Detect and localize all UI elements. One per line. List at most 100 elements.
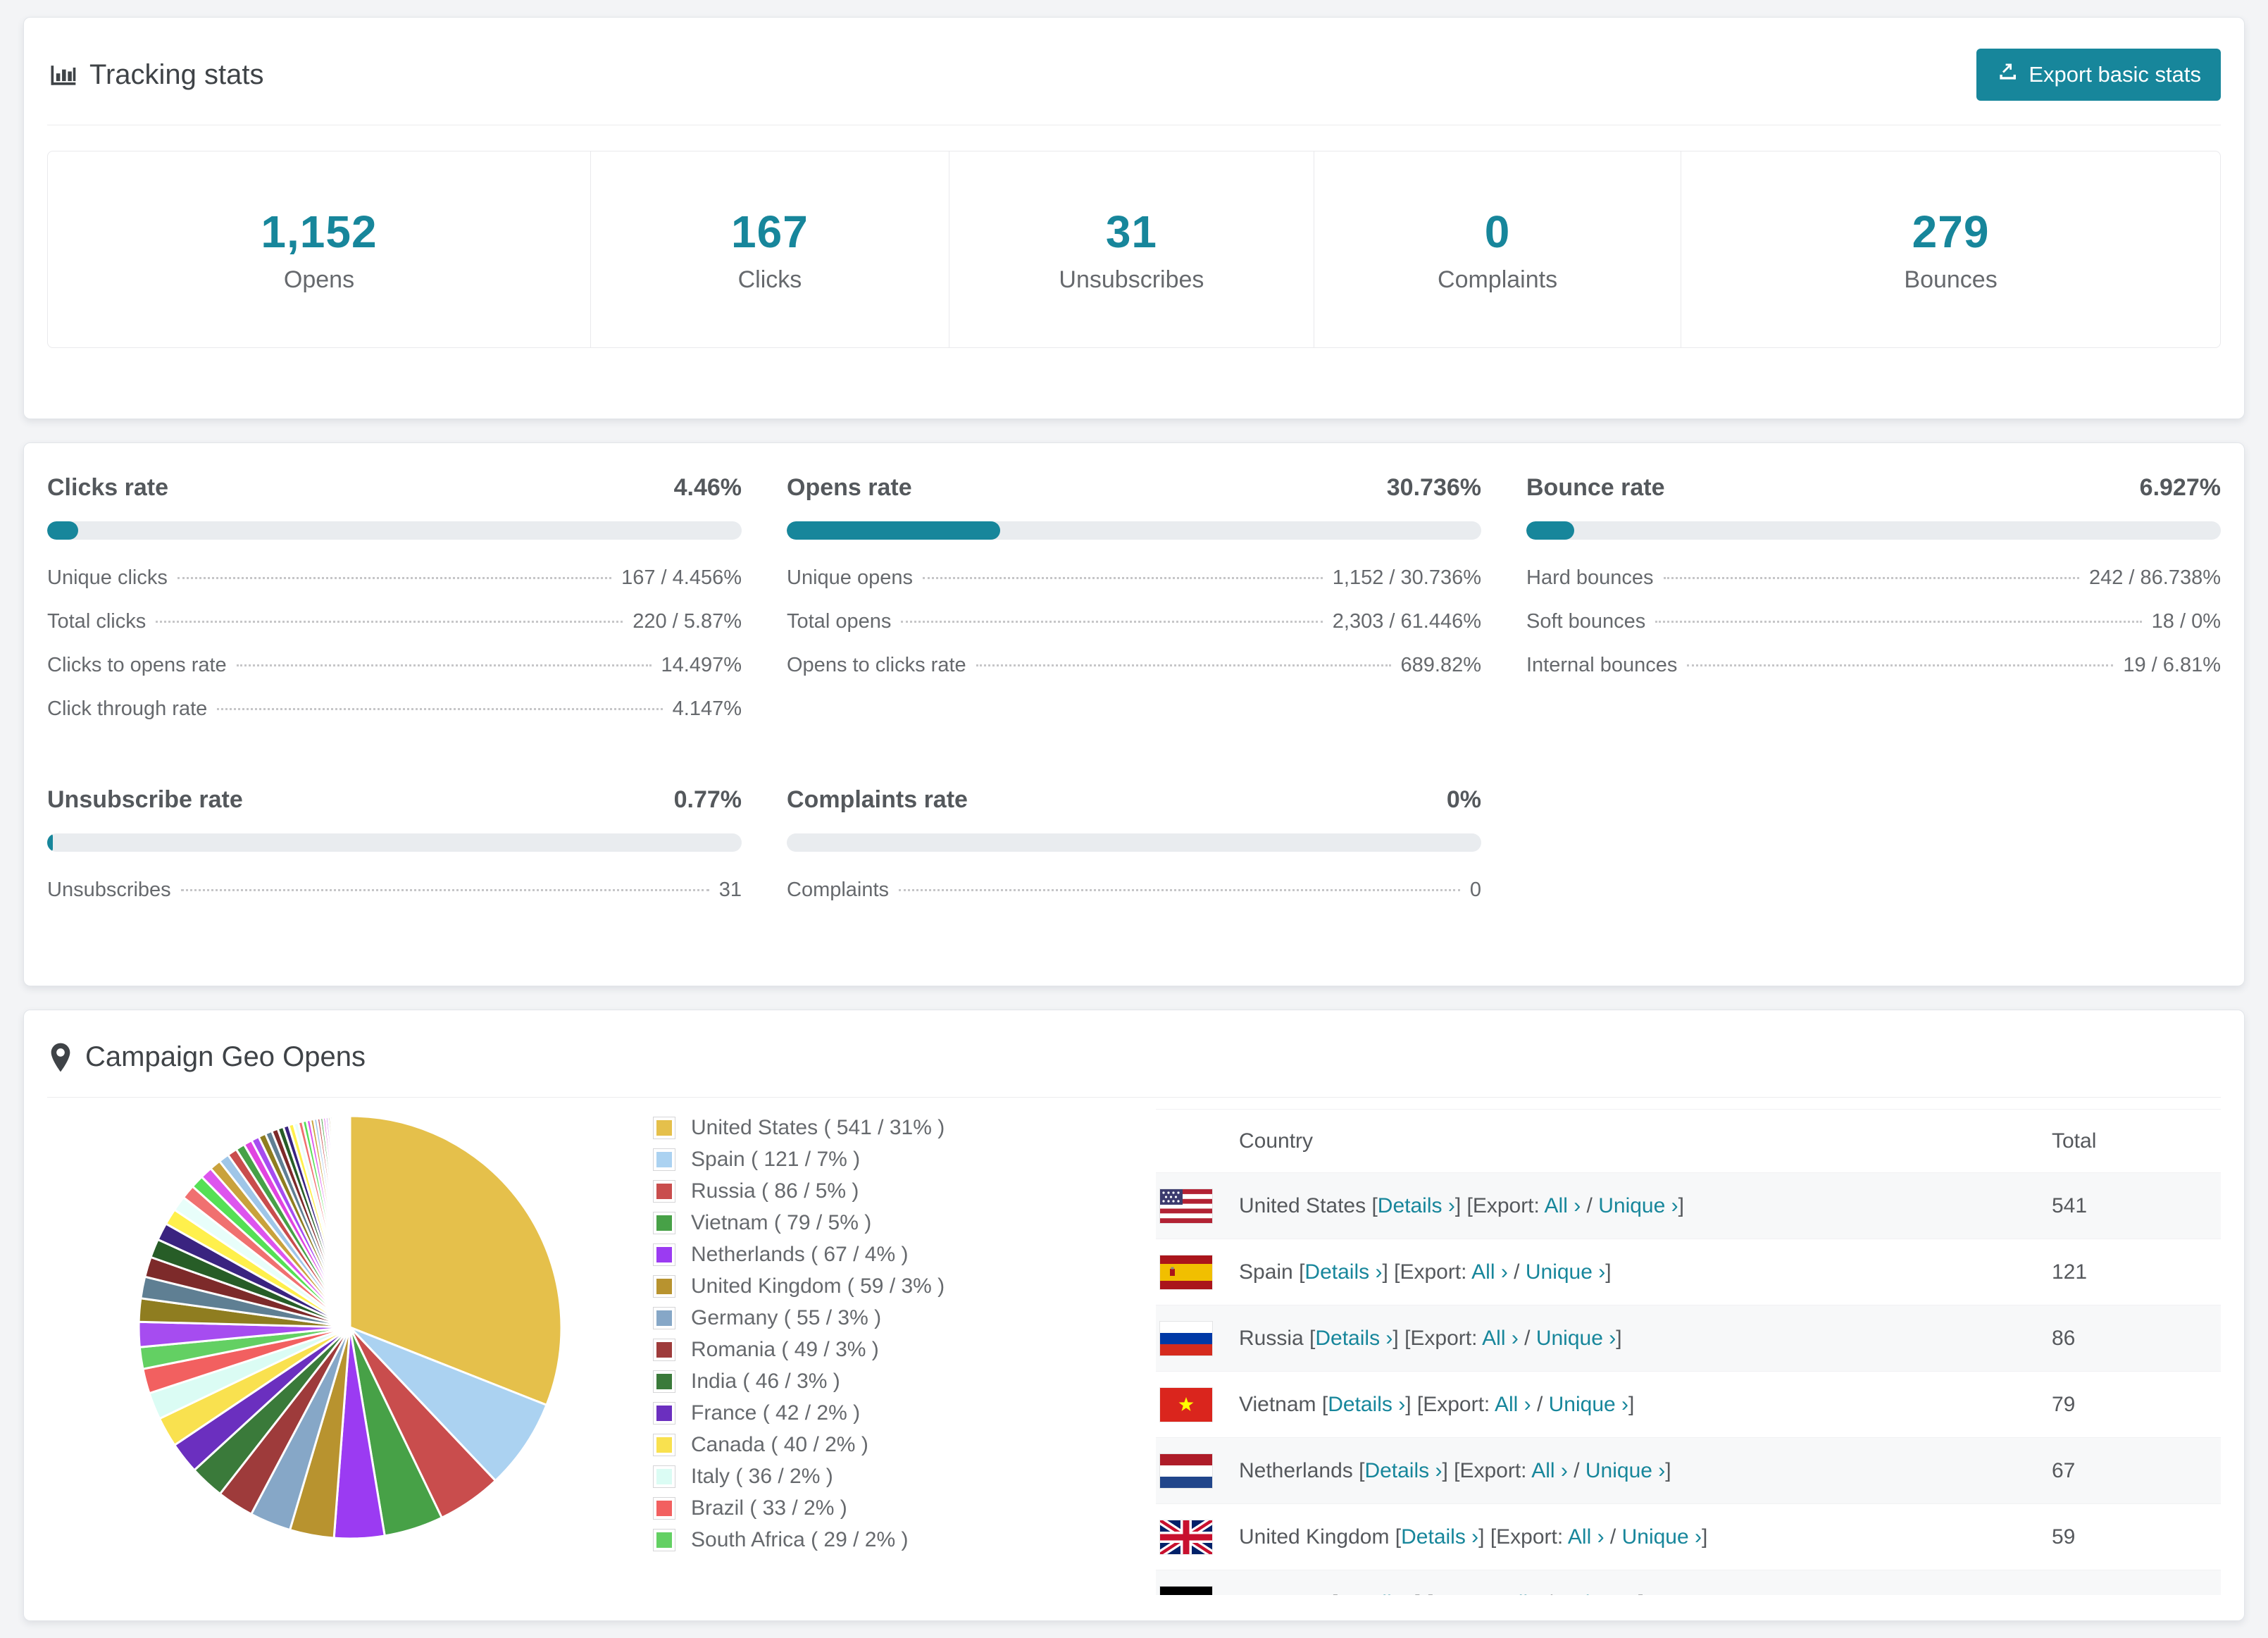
total-cell: 55	[2052, 1570, 2221, 1596]
details-link[interactable]: Details ›	[1401, 1525, 1479, 1549]
details-link[interactable]: Details ›	[1328, 1392, 1406, 1416]
legend-label: India ( 46 / 3% )	[691, 1370, 840, 1393]
rate-stat-value: 19 / 6.81%	[2123, 654, 2221, 676]
rate-title: Bounce rate	[1526, 474, 1665, 501]
dotted-leader	[1655, 621, 2142, 623]
country-cell-text: Russia [Details ›] [Export: All › / Uniq…	[1239, 1326, 1622, 1350]
summary-stat-unsubscribes: 31 Unsubscribes	[949, 151, 1314, 347]
dotted-leader	[177, 577, 612, 579]
export-unique-link[interactable]: Unique ›	[1598, 1193, 1678, 1217]
geo-table: Country Total United States [Details ›] …	[1156, 1109, 2221, 1595]
summary-stat-value: 1,152	[261, 206, 378, 257]
rate-stat-row: Click through rate 4.147%	[47, 697, 742, 721]
summary-stat-label: Clicks	[737, 266, 802, 293]
rate-stat-label: Internal bounces	[1526, 654, 1678, 676]
export-all-link[interactable]: All ›	[1482, 1326, 1519, 1350]
rate-progress-track	[47, 833, 742, 852]
geo-table-row-ru: Russia [Details ›] [Export: All › / Uniq…	[1156, 1305, 2221, 1372]
summary-stat-value: 279	[1912, 206, 1990, 257]
details-link[interactable]: Details ›	[1304, 1260, 1383, 1284]
summary-stat-label: Complaints	[1438, 266, 1558, 293]
export-basic-stats-button[interactable]: Export basic stats	[1976, 49, 2221, 101]
flag-us-icon	[1160, 1189, 1212, 1223]
export-unique-link[interactable]: Unique ›	[1535, 1326, 1616, 1350]
country-cell-text: Spain [Details ›] [Export: All › / Uniqu…	[1239, 1260, 1612, 1284]
export-all-link[interactable]: All ›	[1544, 1193, 1581, 1217]
summary-stat-clicks: 167 Clicks	[591, 151, 949, 347]
legend-swatch	[653, 1148, 675, 1171]
campaign-geo-opens-card: Campaign Geo Opens United States ( 541 /…	[23, 1010, 2245, 1621]
rate-stat-row: Opens to clicks rate 689.82%	[787, 654, 1481, 677]
summary-stat-opens: 1,152 Opens	[48, 151, 591, 347]
pie-slice-united-states[interactable]	[349, 1115, 563, 1406]
summary-stat-value: 167	[731, 206, 809, 257]
legend-label: Canada ( 40 / 2% )	[691, 1433, 868, 1456]
geo-table-row-gb: United Kingdom [Details ›] [Export: All …	[1156, 1504, 2221, 1570]
rate-stat-row: Complaints 0	[787, 879, 1481, 902]
geo-legend: United States ( 541 / 31% ) Spain ( 121 /…	[653, 1116, 1111, 1560]
rate-stat-row: Hard bounces 242 / 86.738%	[1526, 566, 2221, 590]
export-unique-link[interactable]: Unique ›	[1559, 1592, 1638, 1596]
dotted-leader	[899, 889, 1460, 891]
export-unique-link[interactable]: Unique ›	[1548, 1392, 1629, 1416]
summary-stat-label: Bounces	[1904, 266, 1998, 293]
total-cell: 86	[2052, 1326, 2076, 1350]
rate-progress-track	[47, 521, 742, 540]
export-unique-link[interactable]: Unique ›	[1621, 1525, 1702, 1549]
legend-label: Brazil ( 33 / 2% )	[691, 1496, 847, 1520]
legend-item-vietnam: Vietnam ( 79 / 5% )	[653, 1211, 1111, 1235]
pie-slice-spain[interactable]	[349, 1326, 548, 1482]
flag-de-icon	[1160, 1586, 1212, 1595]
legend-label: Romania ( 49 / 3% )	[691, 1338, 879, 1361]
details-link[interactable]: Details ›	[1377, 1193, 1455, 1217]
pie-slice-other[interactable]	[348, 1115, 351, 1329]
legend-swatch	[653, 1497, 675, 1520]
dotted-leader	[1663, 577, 2079, 579]
legend-swatch	[653, 1529, 675, 1551]
rate-stat-value: 4.147%	[672, 697, 742, 720]
export-all-link[interactable]: All ›	[1504, 1592, 1541, 1596]
dotted-leader	[976, 664, 1391, 666]
tracking-stats-header: Tracking stats Export basic stats	[47, 39, 2221, 125]
export-all-link[interactable]: All ›	[1471, 1260, 1508, 1284]
rates-grid: Clicks rate 4.46% Unique clicks 167 / 4.456…	[47, 474, 2221, 922]
rate-stat-label: Click through rate	[47, 697, 208, 720]
flag-gb-icon	[1160, 1520, 1212, 1554]
details-link[interactable]: Details ›	[1364, 1458, 1443, 1482]
summary-stat-complaints: 0 Complaints	[1314, 151, 1682, 347]
rate-stat-label: Clicks to opens rate	[47, 654, 227, 676]
map-pin-icon	[47, 1042, 74, 1073]
geo-card-header: Campaign Geo Opens	[47, 1031, 2221, 1098]
dotted-leader	[236, 664, 652, 666]
export-unique-link[interactable]: Unique ›	[1525, 1260, 1606, 1284]
rate-value: 4.46%	[673, 474, 742, 501]
dotted-leader	[156, 621, 623, 623]
export-button-label: Export basic stats	[2029, 62, 2201, 87]
legend-item-brazil: Brazil ( 33 / 2% )	[653, 1496, 1111, 1520]
rate-section-bounce-rate: Bounce rate 6.927% Hard bounces 242 / 86.73…	[1526, 474, 2221, 741]
export-all-link[interactable]: All ›	[1531, 1458, 1568, 1482]
export-unique-link[interactable]: Unique ›	[1585, 1458, 1666, 1482]
summary-stat-label: Unsubscribes	[1059, 266, 1204, 293]
export-all-link[interactable]: All ›	[1494, 1392, 1531, 1416]
rate-value: 6.927%	[2139, 474, 2221, 501]
rate-stat-value: 689.82%	[1400, 654, 1482, 676]
legend-item-russia: Russia ( 86 / 5% )	[653, 1179, 1111, 1203]
bar-chart-icon	[47, 59, 78, 90]
details-link[interactable]: Details ›	[1338, 1592, 1415, 1596]
total-cell: 59	[2052, 1525, 2076, 1549]
rate-progress-fill	[787, 521, 1001, 540]
geo-pie-chart	[132, 1109, 568, 1549]
legend-item-united-kingdom: United Kingdom ( 59 / 3% )	[653, 1274, 1111, 1298]
rate-stat-value: 220 / 5.87%	[633, 610, 742, 633]
rate-stat-row: Unsubscribes 31	[47, 879, 742, 902]
legend-label: Italy ( 36 / 2% )	[691, 1465, 833, 1488]
legend-label: Vietnam ( 79 / 5% )	[691, 1211, 872, 1234]
legend-item-romania: Romania ( 49 / 3% )	[653, 1338, 1111, 1362]
export-all-link[interactable]: All ›	[1567, 1525, 1605, 1549]
rate-section-unsubscribe-rate: Unsubscribe rate 0.77% Unsubscribes 31	[47, 786, 742, 922]
details-link[interactable]: Details ›	[1315, 1326, 1393, 1350]
summary-stat-bounces: 279 Bounces	[1681, 151, 2220, 347]
legend-swatch	[653, 1307, 675, 1329]
rate-progress-track	[1526, 521, 2221, 540]
